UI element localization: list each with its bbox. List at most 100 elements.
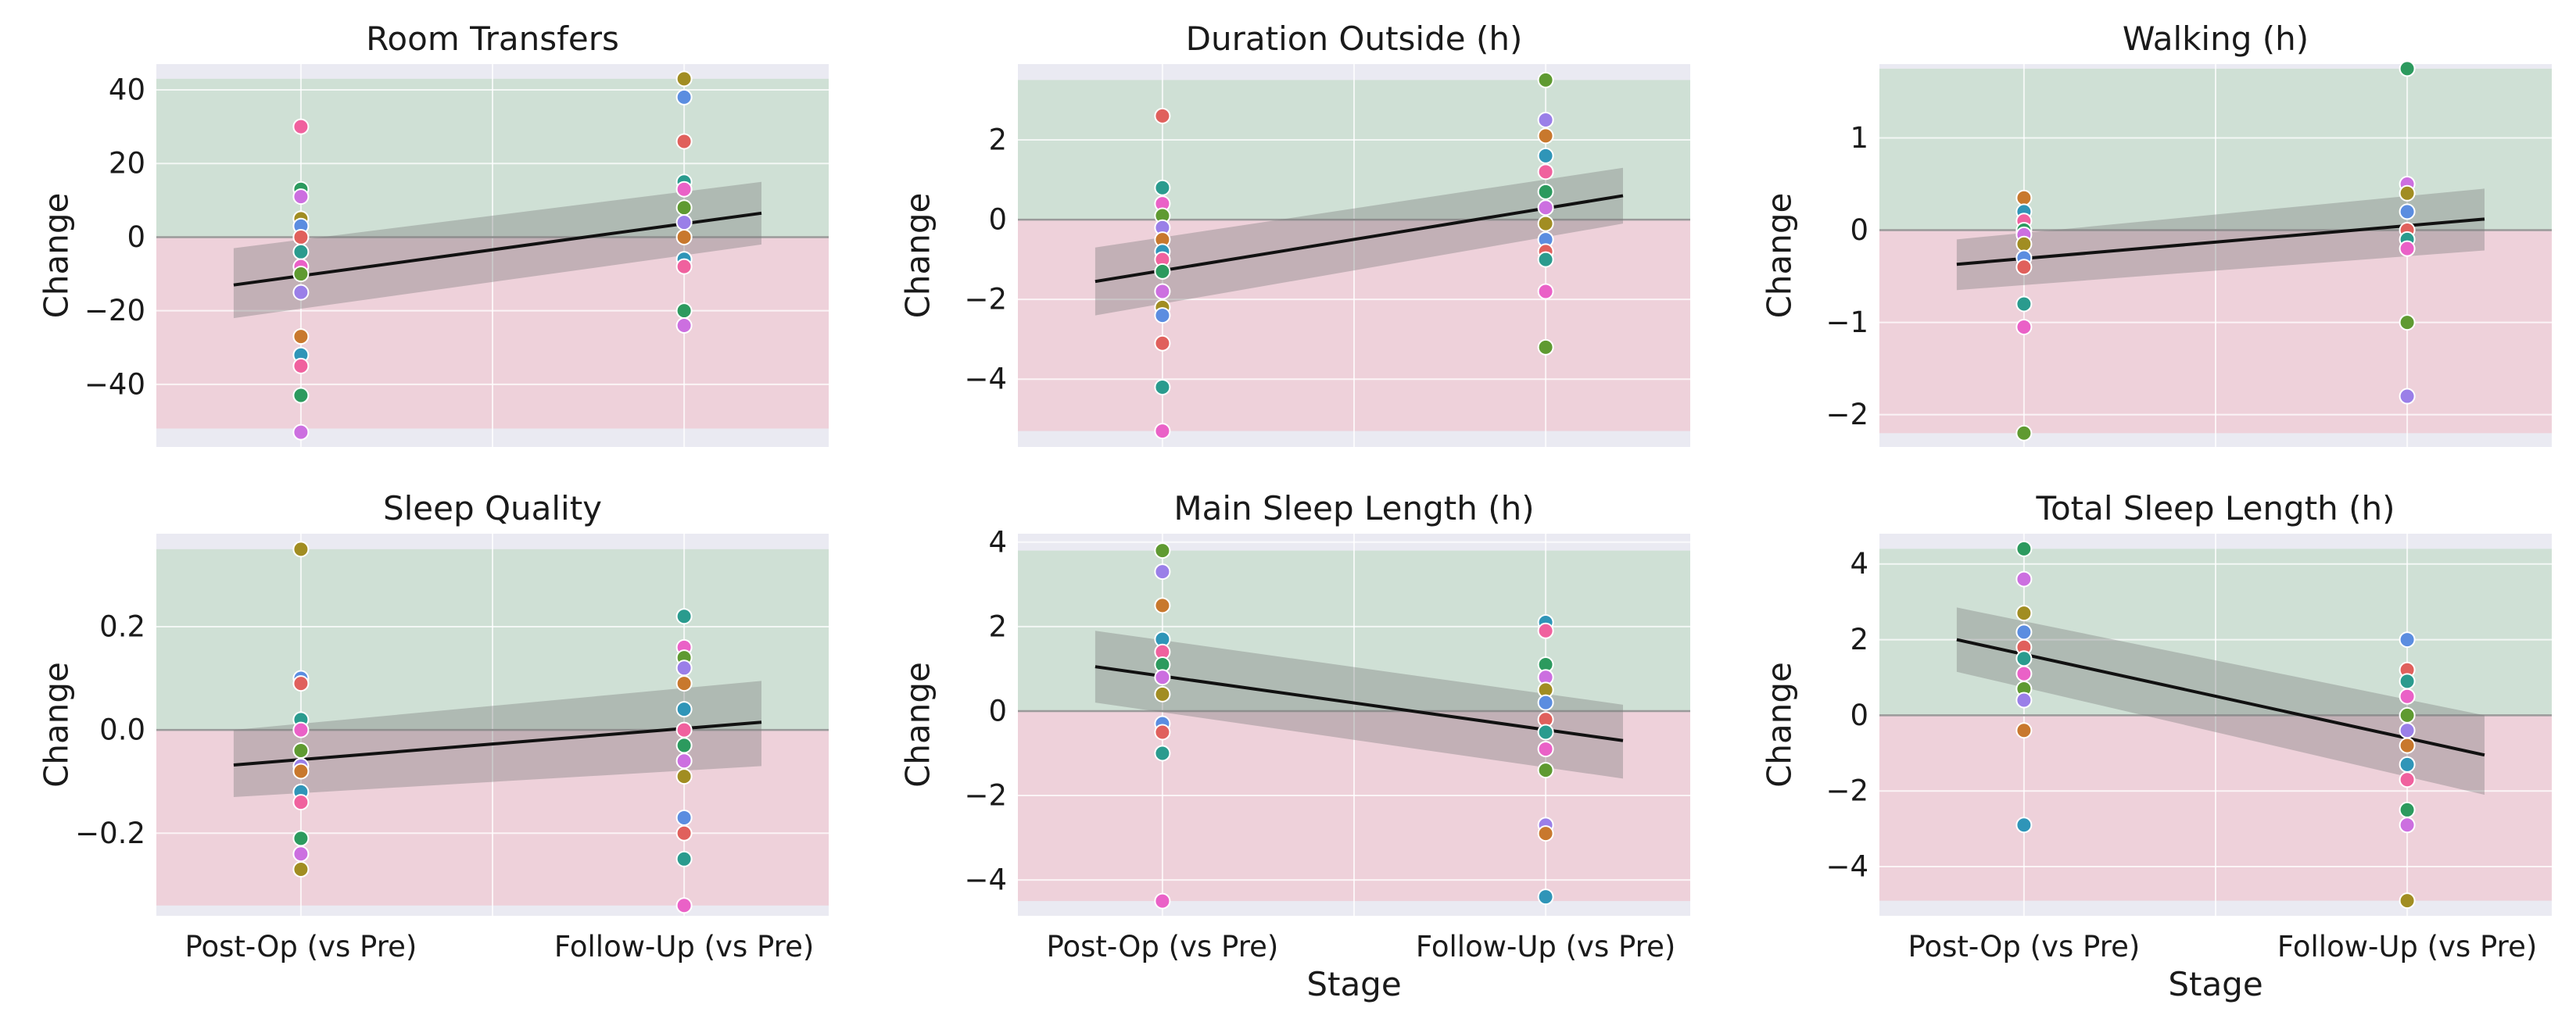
y-axis-label: Change — [1761, 662, 1799, 788]
data-point — [1154, 423, 1171, 440]
subplot-main-sleep-length: 4 2 0 −2 −4 Main Sleep Length (h) Change Post-O… — [899, 489, 1690, 1003]
data-point — [1537, 163, 1554, 181]
y-tick-label: −2 — [1825, 774, 1868, 808]
data-point — [292, 243, 310, 260]
y-tick-label: 4 — [1850, 547, 1868, 581]
data-point — [292, 424, 310, 441]
data-point — [292, 845, 310, 863]
y-tick-label: 4 — [988, 525, 1007, 559]
data-point — [1537, 183, 1554, 200]
data-point — [675, 660, 693, 677]
data-point — [675, 721, 693, 738]
data-point — [1154, 745, 1171, 762]
data-point — [2399, 892, 2416, 910]
data-point — [2015, 319, 2033, 336]
data-point — [292, 188, 310, 206]
data-point — [1537, 251, 1554, 268]
data-point — [675, 850, 693, 867]
y-axis-label: Change — [1761, 193, 1799, 319]
data-point — [2399, 388, 2416, 405]
data-point — [675, 228, 693, 245]
data-point — [2015, 605, 2033, 622]
data-point — [1154, 563, 1171, 581]
data-point — [675, 181, 693, 198]
data-point — [2399, 240, 2416, 257]
panel-title: Sleep Quality — [383, 489, 602, 527]
confidence-band — [1956, 188, 2485, 291]
data-point — [2015, 665, 2033, 682]
data-point — [2399, 60, 2416, 77]
data-point — [292, 387, 310, 404]
trend-line — [1956, 638, 2485, 757]
y-tick-label: 0 — [1850, 699, 1868, 732]
confidence-band — [1095, 167, 1623, 316]
data-point — [2399, 817, 2416, 834]
data-point — [1537, 71, 1554, 88]
data-point — [675, 675, 693, 692]
y-tick-label: −1 — [1825, 306, 1868, 339]
data-point — [2399, 688, 2416, 705]
data-point — [675, 701, 693, 718]
y-tick-label: 0 — [127, 220, 145, 254]
data-point — [2399, 756, 2416, 773]
x-tick-label: Post-Op (vs Pre) — [1047, 930, 1279, 963]
data-point — [292, 763, 310, 780]
data-point — [2015, 692, 2033, 709]
data-point — [292, 742, 310, 760]
panel-title: Main Sleep Length (h) — [1173, 489, 1534, 527]
data-point — [292, 541, 310, 558]
data-point — [2015, 189, 2033, 206]
data-point — [675, 753, 693, 770]
data-point — [675, 302, 693, 320]
data-point — [675, 608, 693, 625]
data-point — [1537, 741, 1554, 758]
data-point — [675, 737, 693, 754]
data-point — [675, 258, 693, 275]
panel-title: Total Sleep Length (h) — [2035, 489, 2395, 527]
data-point — [1154, 378, 1171, 395]
data-point — [1537, 283, 1554, 300]
data-point — [2015, 424, 2033, 442]
data-point — [675, 768, 693, 785]
y-tick-label: −4 — [964, 863, 1007, 897]
y-tick-label: −0.2 — [75, 817, 145, 850]
data-point — [1154, 263, 1171, 280]
data-point — [1537, 338, 1554, 356]
data-point — [1154, 542, 1171, 559]
data-point — [1154, 892, 1171, 910]
data-point — [675, 809, 693, 826]
subplot-room-transfers: 40 20 0 −20 −40 Room Transfers Change — [38, 20, 829, 447]
data-point — [1537, 147, 1554, 164]
data-point — [1154, 283, 1171, 300]
y-tick-label: −4 — [1825, 850, 1868, 884]
data-point — [2399, 631, 2416, 649]
confidence-band — [1956, 607, 2485, 795]
data-point — [2399, 673, 2416, 690]
data-point — [675, 199, 693, 216]
data-point — [2015, 235, 2033, 252]
data-point — [1537, 762, 1554, 779]
trend-line — [1095, 194, 1624, 284]
data-point — [292, 284, 310, 301]
data-point — [1154, 334, 1171, 352]
y-tick-label: 0 — [988, 203, 1007, 237]
data-point — [292, 861, 310, 878]
data-point — [2399, 706, 2416, 724]
data-point — [2015, 722, 2033, 739]
y-tick-label: −40 — [84, 367, 145, 401]
x-tick-label: Follow-Up (vs Pre) — [554, 930, 814, 963]
data-point — [1154, 597, 1171, 614]
data-point — [1537, 622, 1554, 639]
y-tick-label: 0 — [1850, 213, 1868, 247]
data-point — [1537, 111, 1554, 128]
data-point — [2399, 771, 2416, 788]
data-point — [292, 675, 310, 692]
data-point — [675, 317, 693, 334]
data-point — [2015, 570, 2033, 588]
subplot-sleep-quality: 0.2 0.0 −0.2 Sleep Quality Change Post-Op (vs… — [38, 489, 829, 963]
data-point — [1537, 199, 1554, 216]
x-tick-label: Post-Op (vs Pre) — [1908, 930, 2141, 963]
data-point — [1154, 307, 1171, 324]
data-point — [1154, 669, 1171, 686]
data-point — [292, 266, 310, 283]
